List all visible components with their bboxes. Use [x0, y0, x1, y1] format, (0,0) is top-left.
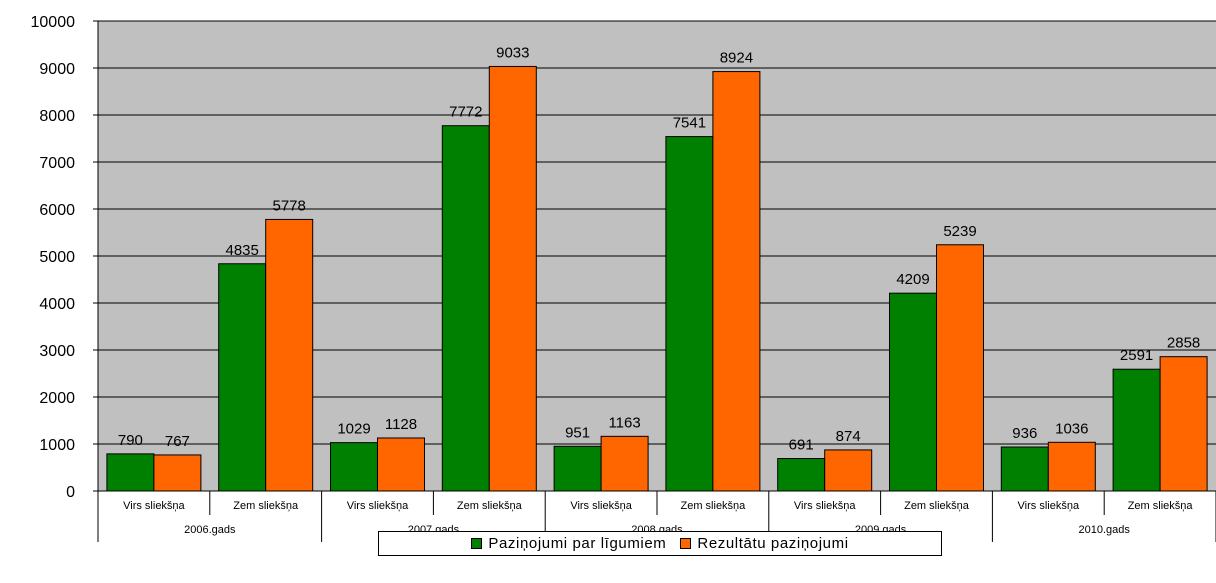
group-label: 2006.gads	[184, 524, 236, 536]
bar	[777, 458, 826, 492]
y-axis-ticks: 0 1000 2000 3000 4000 5000 6000 7000 8000 9000 100…	[31, 14, 98, 501]
bar	[106, 453, 155, 492]
category-label: Virs sliekšņa	[1018, 500, 1080, 512]
data-label: 790	[118, 432, 143, 449]
data-label: 874	[836, 428, 861, 445]
data-label: 951	[565, 424, 590, 441]
bar	[265, 218, 314, 492]
category-label: Virs sliekšņa	[794, 500, 856, 512]
category-label: Zem sliekšņa	[1128, 500, 1194, 512]
y-tick-label: 10000	[31, 14, 76, 31]
bars	[106, 65, 1208, 492]
y-tick-label: 9000	[39, 61, 75, 78]
legend-swatch-orange	[680, 538, 692, 549]
data-label: 7772	[449, 104, 482, 121]
bar	[1047, 441, 1096, 492]
bar	[600, 435, 649, 492]
legend-swatch-green	[471, 538, 483, 549]
y-tick-label: 5000	[39, 249, 75, 266]
bar	[1000, 446, 1049, 492]
bar	[665, 136, 714, 492]
bar	[936, 244, 984, 492]
data-label: 691	[789, 437, 814, 454]
data-label: 1029	[337, 421, 370, 438]
data-label: 4835	[226, 242, 259, 259]
category-label: Zem sliekšņa	[457, 500, 523, 512]
y-tick-label: 0	[66, 484, 75, 501]
bar	[712, 71, 761, 492]
category-label: Zem sliekšņa	[904, 500, 970, 512]
category-label: Virs sliekšņa	[123, 500, 185, 512]
y-tick-label: 3000	[39, 343, 75, 360]
data-label: 8924	[720, 50, 753, 67]
bar	[1159, 356, 1208, 492]
bar	[488, 65, 537, 492]
legend-item-series-1: Paziņojumi par līgumiem	[471, 535, 666, 552]
bar	[889, 292, 937, 492]
data-label: 7541	[673, 115, 706, 132]
data-label: 1128	[385, 416, 417, 433]
legend-label: Paziņojumi par līgumiem	[488, 535, 667, 552]
bar	[824, 449, 873, 492]
category-label: Zem sliekšņa	[233, 500, 299, 512]
y-tick-label: 4000	[39, 296, 75, 313]
bar	[153, 454, 202, 492]
y-tick-label: 1000	[39, 437, 75, 454]
data-label: 1036	[1055, 420, 1088, 437]
bar	[377, 437, 425, 492]
category-label: Virs sliekšņa	[347, 500, 409, 512]
data-label: 4209	[896, 271, 929, 288]
bar	[330, 442, 378, 492]
y-tick-label: 7000	[39, 155, 75, 172]
category-label: Zem sliekšņa	[681, 500, 747, 512]
data-label: 2858	[1167, 335, 1200, 352]
y-tick-label: 2000	[39, 390, 75, 407]
category-axis: Virs sliekšņa Zem sliekšņa Virs sliekšņa Ze…	[97, 491, 1216, 542]
data-label: 1163	[608, 414, 640, 431]
bar	[218, 263, 267, 492]
data-label: 9033	[496, 44, 529, 61]
data-label: 5778	[273, 197, 306, 214]
category-label: Virs sliekšņa	[570, 500, 632, 512]
data-label: 2591	[1120, 347, 1153, 364]
group-label: 2010.gads	[1079, 524, 1131, 536]
y-tick-label: 8000	[39, 108, 75, 125]
bar	[441, 125, 490, 492]
bar	[553, 445, 602, 492]
legend: Paziņojumi par līgumiem Rezultātu paziņo…	[378, 531, 942, 556]
data-label: 767	[165, 433, 190, 450]
data-label: 5239	[943, 223, 976, 240]
data-labels: 790 767 4835 5778 1029 1128 7772 9033 951 1163 754…	[118, 44, 1200, 453]
legend-item-series-2: Rezultātu paziņojumi	[680, 535, 848, 552]
bar	[1112, 368, 1161, 492]
data-label: 936	[1012, 425, 1037, 442]
y-tick-label: 6000	[39, 202, 75, 219]
legend-label: Rezultātu paziņojumi	[697, 535, 849, 552]
